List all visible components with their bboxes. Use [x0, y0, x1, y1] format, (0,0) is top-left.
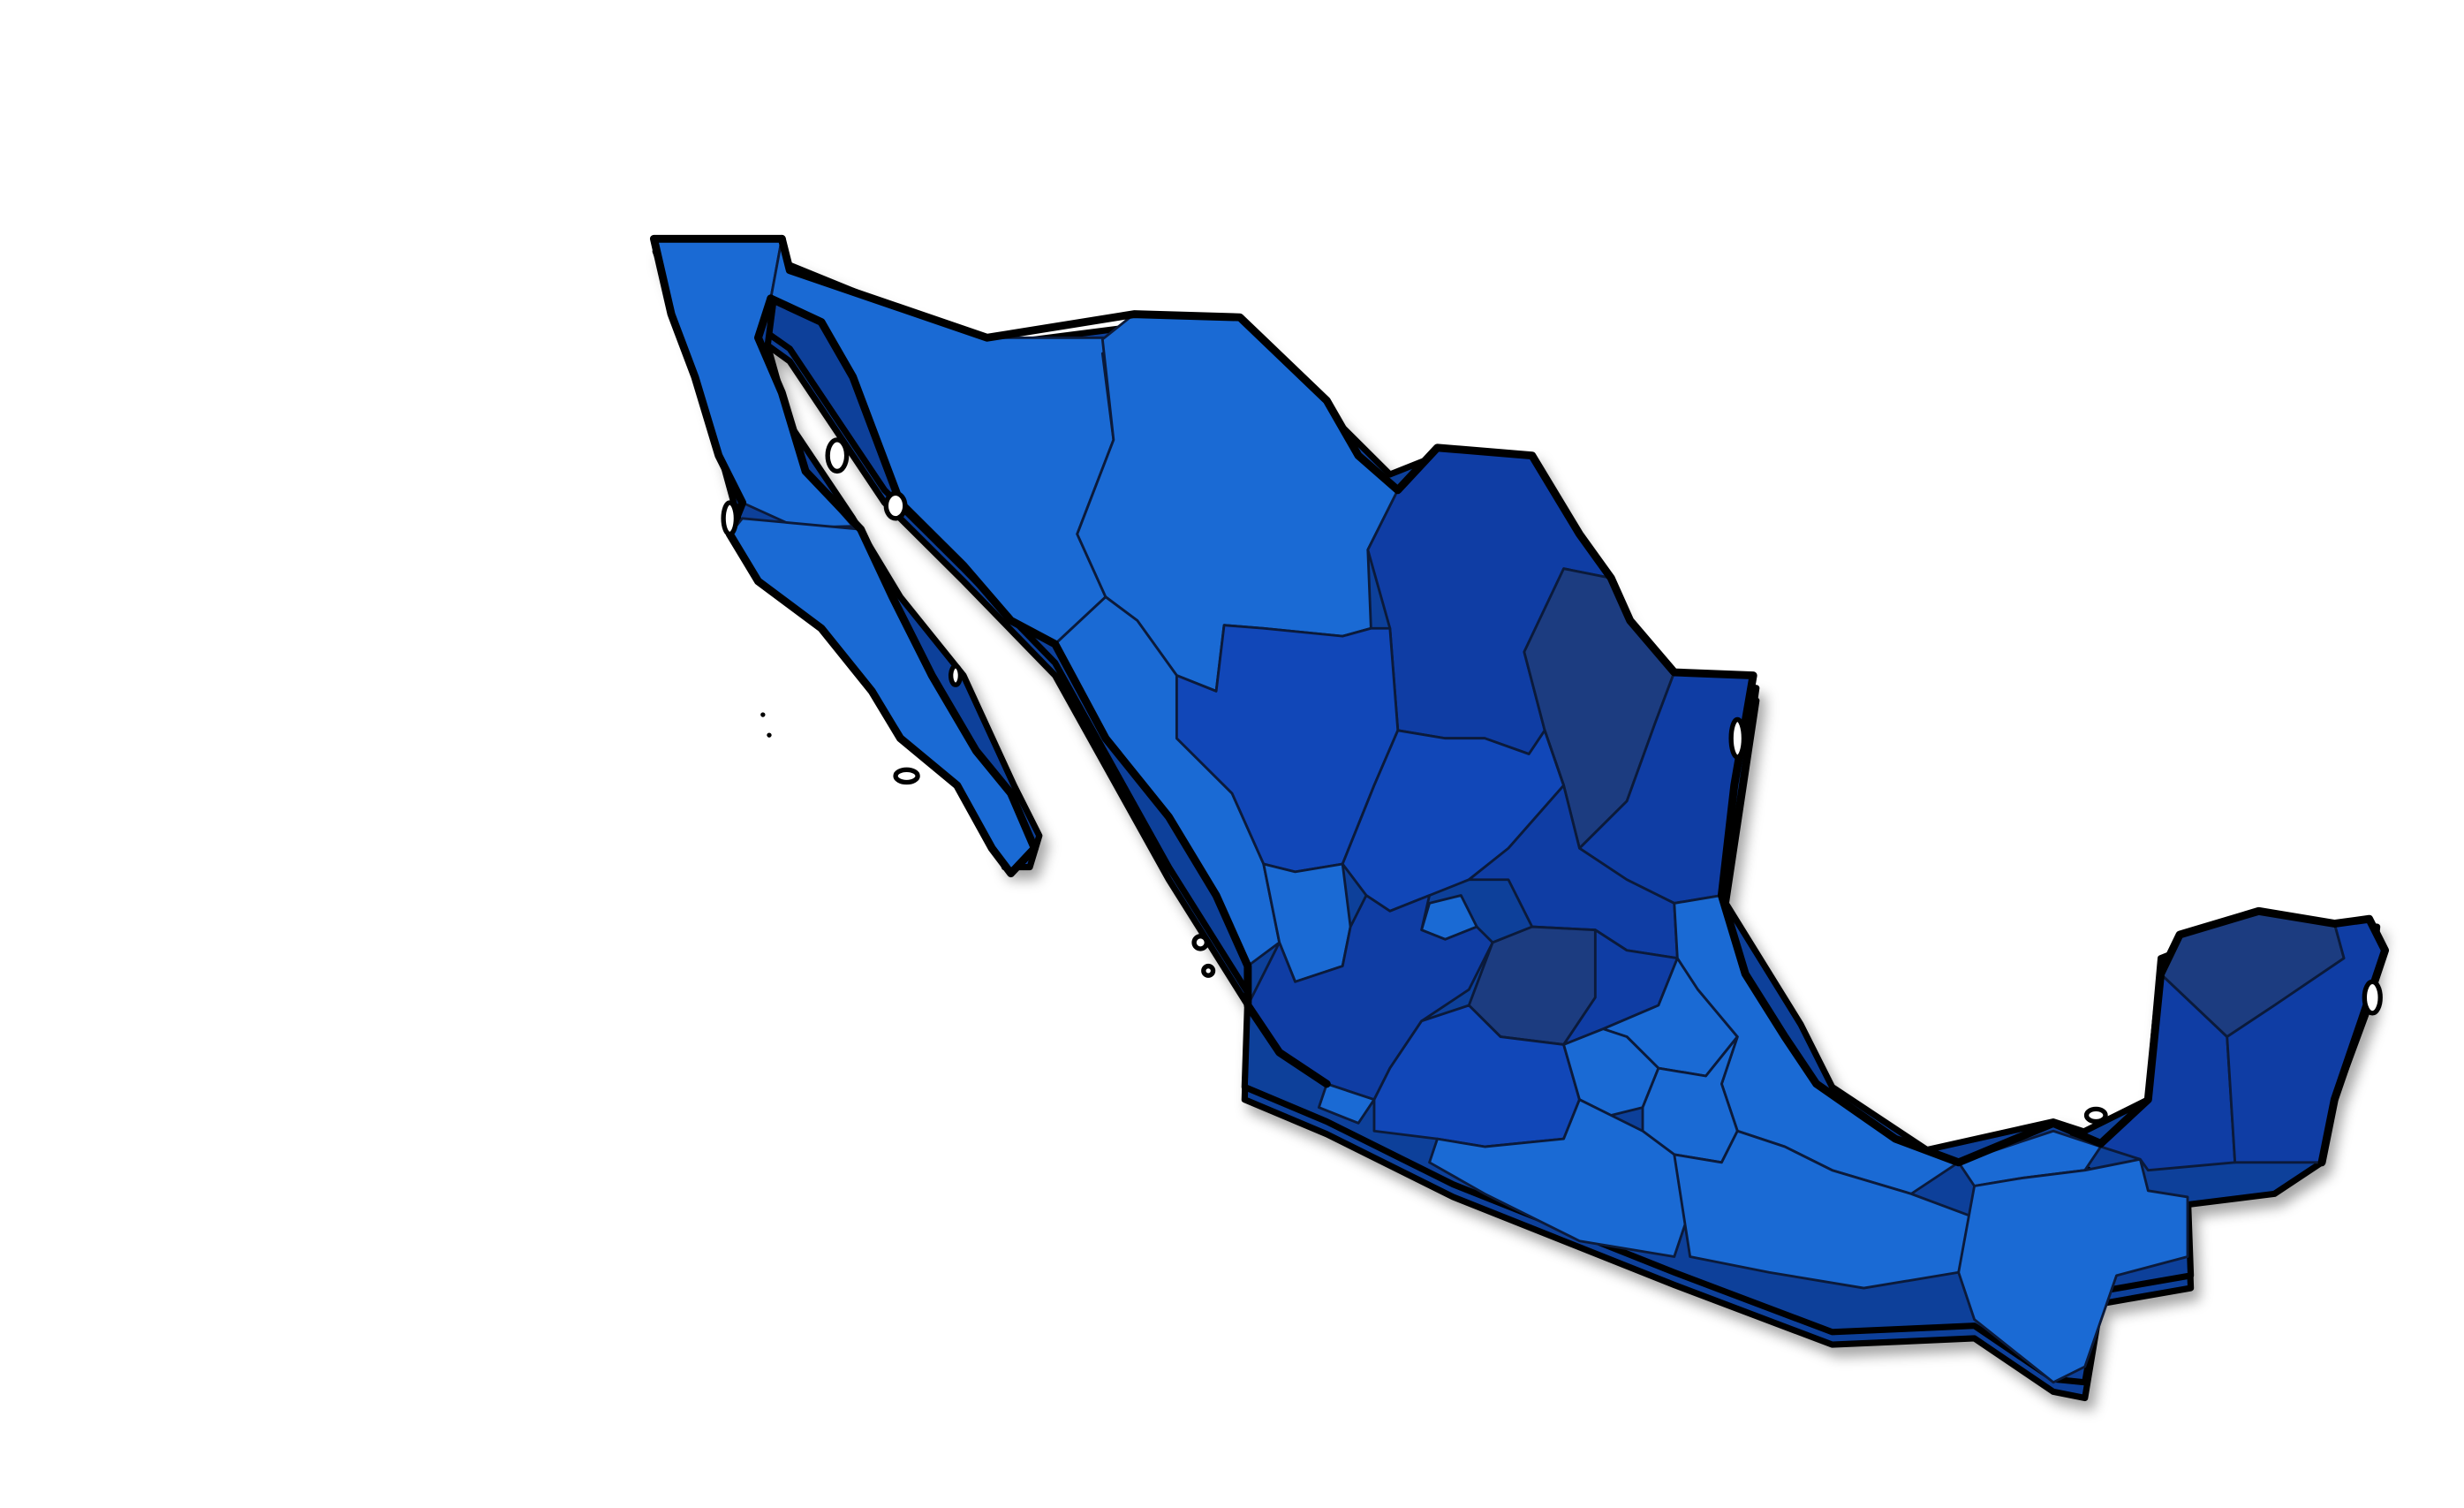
island [948, 663, 964, 687]
island [883, 490, 908, 521]
mainland-coastline [777, 234, 2390, 1167]
island-dot [760, 712, 766, 717]
coastline [649, 234, 2390, 1167]
island-dot [767, 732, 772, 738]
island [1728, 716, 1747, 760]
state-oaxaca [1673, 1129, 1976, 1290]
states-layer [652, 237, 2387, 1384]
islands [721, 437, 2383, 1125]
island [721, 500, 739, 537]
island [1201, 963, 1216, 978]
state-colima [1317, 1082, 1376, 1125]
baja-coastline [649, 234, 1039, 878]
island [1191, 934, 1210, 951]
island [2362, 979, 2383, 1016]
state-chiapas [1957, 1157, 2189, 1384]
island [2083, 1106, 2108, 1125]
island [893, 767, 920, 785]
pacific-coastline [767, 294, 1331, 1088]
island [825, 437, 850, 474]
